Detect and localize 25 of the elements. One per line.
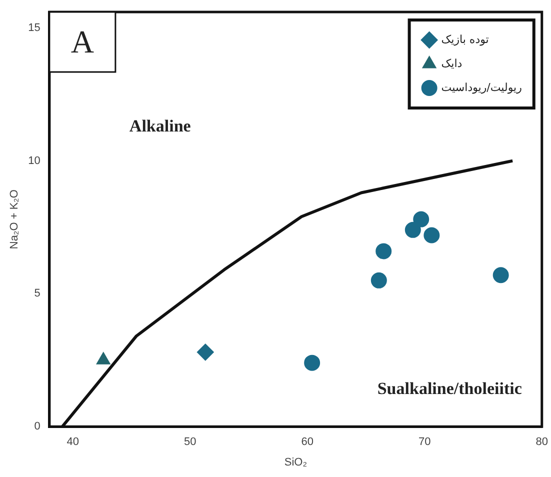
point	[492, 267, 509, 284]
point	[196, 344, 214, 361]
point	[370, 272, 387, 288]
annotation: Sualkaline/tholeiitic	[377, 378, 522, 398]
y-axis-title: Na₂O + K₂O	[8, 189, 21, 250]
y-tick-label: 10	[28, 154, 40, 167]
x-tick-label: 60	[301, 436, 314, 448]
x-tick-label: 50	[184, 436, 196, 448]
point	[424, 227, 440, 244]
y-tick-label: 0	[34, 420, 40, 433]
point	[304, 354, 320, 371]
x-tick-label: 70	[418, 436, 431, 448]
x-tick-label: 80	[536, 436, 548, 448]
legend-label: ریولیت/ریوداسیت	[441, 80, 522, 94]
y-tick-label: 5	[34, 288, 40, 300]
x-axis-title: SiO₂	[284, 456, 307, 468]
point	[404, 222, 421, 238]
annotation: A	[70, 23, 94, 60]
point	[376, 243, 392, 260]
annotation: Alkaline	[129, 116, 192, 136]
legend-label: توده بازیک	[441, 32, 489, 46]
point	[413, 211, 430, 228]
y-tick-label: 15	[28, 22, 40, 34]
legend-label: دایک	[441, 56, 462, 70]
x-tick-label: 40	[66, 436, 80, 448]
